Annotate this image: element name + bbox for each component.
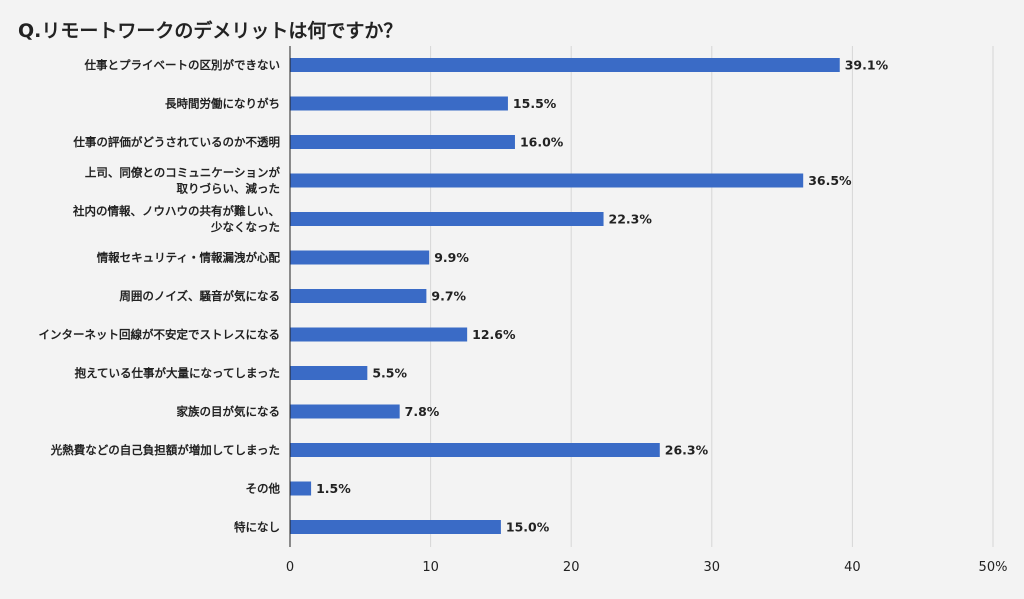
gridlines: [430, 46, 994, 547]
value-label: 15.0%: [506, 520, 550, 535]
value-label: 39.1%: [845, 58, 889, 73]
value-label: 26.3%: [665, 443, 709, 458]
value-label: 1.5%: [316, 481, 351, 496]
category-label: 仕事とプライベートの区別ができない: [84, 58, 281, 72]
bar: [290, 135, 515, 149]
category-label: その他: [246, 482, 281, 496]
bar: [290, 250, 430, 265]
category-labels: 仕事とプライベートの区別ができない長時間労働になりがち仕事の評価がどうされている…: [39, 58, 281, 534]
bar: [290, 481, 312, 496]
value-label: 22.3%: [609, 212, 653, 227]
value-label: 12.6%: [472, 327, 516, 342]
category-label: 仕事の評価がどうされているのか不透明: [72, 135, 280, 149]
bar: [290, 327, 468, 342]
bar: [290, 520, 501, 534]
bar: [290, 212, 604, 226]
value-label: 5.5%: [372, 366, 407, 381]
value-label: 15.5%: [513, 96, 557, 111]
category-label: 社内の情報、ノウハウの共有が難しい、少なくなった: [72, 204, 280, 234]
x-tick-label: 30: [704, 560, 721, 575]
value-label: 7.8%: [405, 404, 440, 419]
bar: [290, 173, 804, 188]
category-label: 情報セキュリティ・情報漏洩が心配: [96, 251, 281, 265]
x-tick-label: 20: [563, 560, 580, 575]
bar: [290, 443, 660, 457]
value-label: 16.0%: [520, 135, 564, 150]
category-label: 抱えている仕事が大量になってしまった: [75, 366, 280, 380]
category-label: 特になし: [234, 520, 280, 534]
bars: [290, 58, 840, 534]
x-tick-label: 50%: [979, 560, 1008, 575]
value-label: 9.9%: [434, 250, 469, 265]
bar: [290, 289, 427, 303]
category-label: 光熱費などの自己負担額が増加してしまった: [50, 443, 280, 457]
bar: [290, 96, 508, 111]
bar: [290, 366, 368, 380]
chart-title: Q.リモートワークのデメリットは何ですか？: [18, 19, 402, 42]
bar: [290, 58, 840, 72]
x-tick-label: 40: [844, 560, 861, 575]
x-tick-labels: 0 10 20 30 40 50%: [286, 560, 1008, 575]
category-label: 家族の目が気になる: [177, 405, 281, 419]
category-label: 上司、同僚とのコミュニケーションが取りづらい、減った: [85, 166, 281, 196]
value-label: 36.5%: [808, 173, 852, 188]
category-label: インターネット回線が不安定でストレスになる: [39, 328, 281, 342]
bar: [290, 404, 400, 419]
x-tick-label: 0: [286, 560, 294, 575]
value-labels: 39.1% 15.5% 16.0% 36.5% 22.3% 9.9% 9.7% 12.6% 5.…: [316, 58, 888, 535]
category-label: 長時間労働になりがち: [165, 97, 280, 111]
category-label: 周囲のノイズ、騒音が気になる: [119, 289, 280, 303]
x-tick-label: 10: [422, 560, 439, 575]
value-label: 9.7%: [431, 289, 466, 304]
